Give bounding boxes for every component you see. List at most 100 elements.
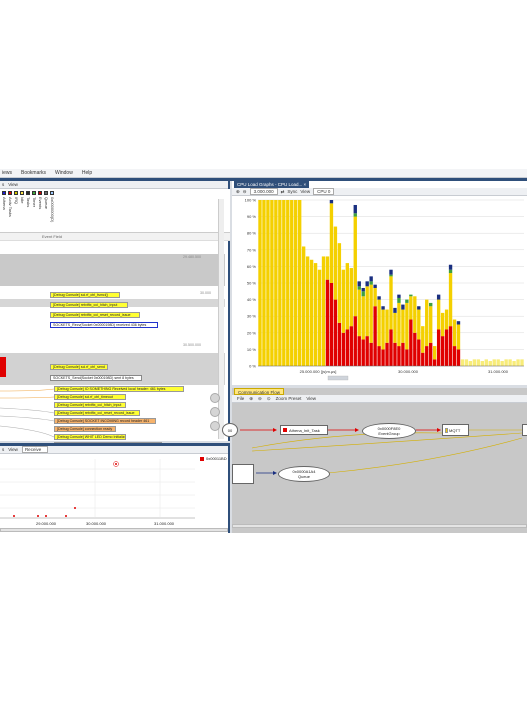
cpu-bar-segment: [452, 346, 457, 366]
actor-column-label: Timer: [32, 197, 37, 208]
chart-scroll-thumb[interactable]: [327, 375, 349, 381]
cpu-bar-segment: [345, 329, 350, 366]
cpu-bar-segment: [448, 273, 453, 327]
cpu-bar-segment: [413, 332, 417, 366]
zoom-reset-control[interactable]: [210, 407, 220, 417]
flow-scrollbar[interactable]: [232, 524, 527, 528]
actor-color-swatch: [8, 191, 12, 195]
event-label[interactable]: SOCKETS_Send(Socket 0x000198D) sent 8 by…: [50, 375, 142, 381]
cpu-bar-segment: [357, 281, 361, 287]
event-plot-chart: [0, 459, 195, 519]
actor-color-swatch: [50, 191, 54, 195]
receive-dropdown[interactable]: Receive: [21, 446, 49, 453]
menu-views[interactable]: iews: [2, 170, 13, 176]
zoom-in-icon[interactable]: ⊕: [236, 188, 240, 194]
flow-node-task[interactable]: Athena_Init_Task: [280, 425, 328, 435]
actor-column-6[interactable]: Events: [38, 191, 43, 231]
cpu-bar-segment: [373, 287, 377, 307]
actor-column-0[interactable]: Athena: [2, 191, 7, 231]
event-plot-view-menu[interactable]: View: [8, 447, 18, 452]
zoom-preset-menu[interactable]: Zoom Preset: [275, 396, 302, 401]
zoom-in-control[interactable]: [210, 421, 220, 431]
event-plot-scrollbar[interactable]: [0, 528, 228, 532]
event-label[interactable]: [Debug Console] retxtftx_cci_reset_recor…: [54, 410, 140, 416]
actor-column-3[interactable]: Idle: [20, 191, 25, 231]
flow-view-menu[interactable]: View: [306, 396, 317, 401]
cpu-load-pane: CPU Load Graphs - CPU Load... × ⊕ ⊖ 3.00…: [232, 181, 527, 385]
event-label[interactable]: [Debug Console] sci.rf_ctrl_timeout: [54, 394, 126, 400]
event-label-selected[interactable]: SOCKETS_Recv(Socket 0x0000198D) received…: [50, 322, 158, 328]
cpu-bar-segment: [349, 326, 353, 366]
cpu-bar-segment: [484, 359, 488, 366]
cpu-bar-segment: [508, 359, 512, 366]
cpu-view-menu[interactable]: View: [300, 189, 311, 194]
cpu-bar-segment: [444, 309, 449, 330]
actor-column-5[interactable]: Timer: [32, 191, 37, 231]
flow-node-offscreen[interactable]: [522, 424, 527, 436]
tab-communication-flow[interactable]: Communication Flow: [234, 388, 285, 395]
cpu-select[interactable]: CPU 0: [313, 188, 335, 195]
flow-node-queue[interactable]: 0x0000A1A4 Queue: [278, 466, 330, 482]
flow-file-menu[interactable]: File: [237, 396, 245, 401]
event-plot-toolbar-item[interactable]: s: [2, 447, 5, 452]
flow-node-eventgroup[interactable]: 0x0000F8E0 EventGroup: [362, 423, 416, 439]
y-tick-label: 20 %: [247, 330, 257, 335]
menu-help[interactable]: Help: [81, 170, 93, 176]
trace-toolbar-item[interactable]: s: [2, 182, 5, 187]
zoom-out-icon[interactable]: ⊖: [242, 188, 247, 194]
cpu-bar-segment: [349, 268, 353, 327]
task-color-icon: [283, 428, 287, 432]
zoom-value-field[interactable]: 3.000.000: [249, 188, 278, 195]
event-label[interactable]: [Debug Console] SOCKET INCOMING record h…: [54, 418, 156, 424]
event-label[interactable]: [Debug Console] retxtftx_cci_reset_recor…: [50, 312, 140, 318]
event-label[interactable]: [Debug Console] retxtftx_cci_hitch_input: [54, 402, 126, 408]
actor-column-8[interactable]: 0x0000000(D): [50, 191, 55, 231]
cpu-bar-segment: [381, 349, 385, 366]
zoom-in-icon[interactable]: ⊕: [249, 395, 254, 401]
cpu-bar-segment: [290, 200, 294, 366]
actor-column-2[interactable]: IRQ: [14, 191, 19, 231]
trace-scrollbar[interactable]: [218, 199, 224, 439]
actor-column-4[interactable]: Tasks: [26, 191, 31, 231]
event-label[interactable]: [Debug Console] retxtftx_cci_hitch_input: [50, 302, 128, 308]
actor-column-7[interactable]: Queue: [44, 191, 49, 231]
sync-icon[interactable]: ⇄: [280, 188, 285, 194]
zoom-fit-icon[interactable]: ⊙: [266, 395, 271, 401]
event-label[interactable]: [Debug Console] WHIT LED Demo Initialize…: [54, 434, 126, 440]
cpu-bar-segment: [305, 256, 310, 366]
menu-bookmarks[interactable]: Bookmarks: [21, 170, 47, 176]
sync-button[interactable]: Sync: [287, 189, 298, 194]
cpu-bar-segment: [405, 349, 409, 366]
flow-node-mqtt-label: MQTT: [449, 427, 461, 433]
event-label[interactable]: [Debug Console] sci.rf_ctrl_fsmcl(): [50, 292, 120, 298]
actor-color-swatch: [2, 191, 6, 195]
event-label[interactable]: [Debug Console] IO SOMETHING Received lo…: [54, 386, 184, 392]
cpu-bar-segment: [429, 306, 433, 343]
actor-column-label: Queue: [44, 197, 49, 210]
cpu-toolbar: ⊕ ⊖ 3.000.000 ⇄ Sync View CPU 0: [232, 188, 527, 196]
zoom-out-control[interactable]: [210, 393, 220, 403]
timestamp-label: 29.480.500: [183, 255, 201, 259]
trace-view-menu[interactable]: View: [8, 182, 18, 187]
flow-node-partial-box[interactable]: [232, 464, 254, 484]
event-label[interactable]: [Debug Console] connection ready: [54, 426, 116, 432]
event-field-header: Event Field: [0, 233, 230, 241]
task-execution-block[interactable]: [0, 357, 6, 377]
cpu-bar-segment: [405, 299, 409, 303]
cpu-bar-segment: [274, 200, 278, 366]
event-label[interactable]: [Debug Console] sci.rf_ctrl_send: [50, 364, 108, 370]
menu-window[interactable]: Window: [55, 170, 73, 176]
cpu-bar-segment: [266, 200, 270, 366]
cpu-bar-segment: [262, 200, 266, 366]
flow-node-partial[interactable]: 00: [222, 423, 238, 437]
actor-column-1[interactable]: Activ Tasks: [8, 191, 13, 231]
cpu-bar-segment: [357, 336, 361, 366]
flow-node-mqtt[interactable]: MQTT: [442, 424, 469, 436]
x-tick-label: 31.000.000: [488, 369, 509, 374]
tab-cpu-load[interactable]: CPU Load Graphs - CPU Load... ×: [234, 181, 310, 188]
event-plot-toolbar: s View Receive: [0, 446, 228, 454]
cpu-bar-segment: [333, 299, 338, 366]
cpu-bar-segment: [333, 226, 338, 300]
zoom-out-icon[interactable]: ⊖: [258, 395, 262, 401]
timestamp-label: 30.500.000: [183, 343, 201, 347]
